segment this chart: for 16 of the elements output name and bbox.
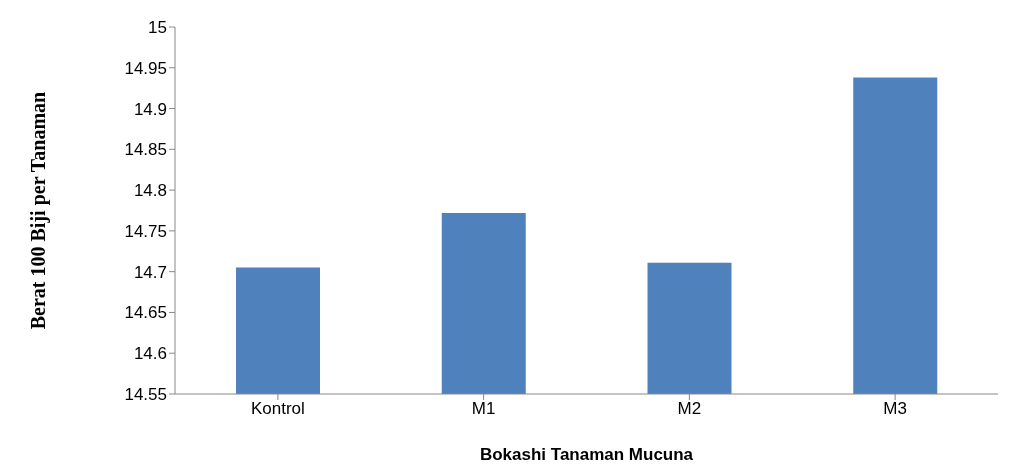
y-tick-label: 14.7 [133,262,167,282]
x-tick-label: M1 [471,399,496,419]
y-tick-label: 14.85 [124,140,167,160]
y-tick-label: 14.9 [133,99,167,119]
y-tick-label: 14.95 [124,58,167,78]
y-tick-label: 14.8 [133,181,167,201]
y-axis-title: Berat 100 Biji per Tanaman [27,91,51,330]
y-tick-label: 14.65 [124,303,167,323]
x-tick-label: Kontrol [250,399,305,419]
x-tick-label: M3 [883,399,907,419]
y-tick-label: 14.6 [133,344,167,364]
y-tick-label: 14.75 [124,221,167,241]
x-axis-title: Bokashi Tanaman Mucuna [479,445,694,464]
y-tick-label: 15 [148,18,167,38]
x-tick-label: M2 [677,399,702,419]
y-tick-label: 14.55 [124,385,167,405]
